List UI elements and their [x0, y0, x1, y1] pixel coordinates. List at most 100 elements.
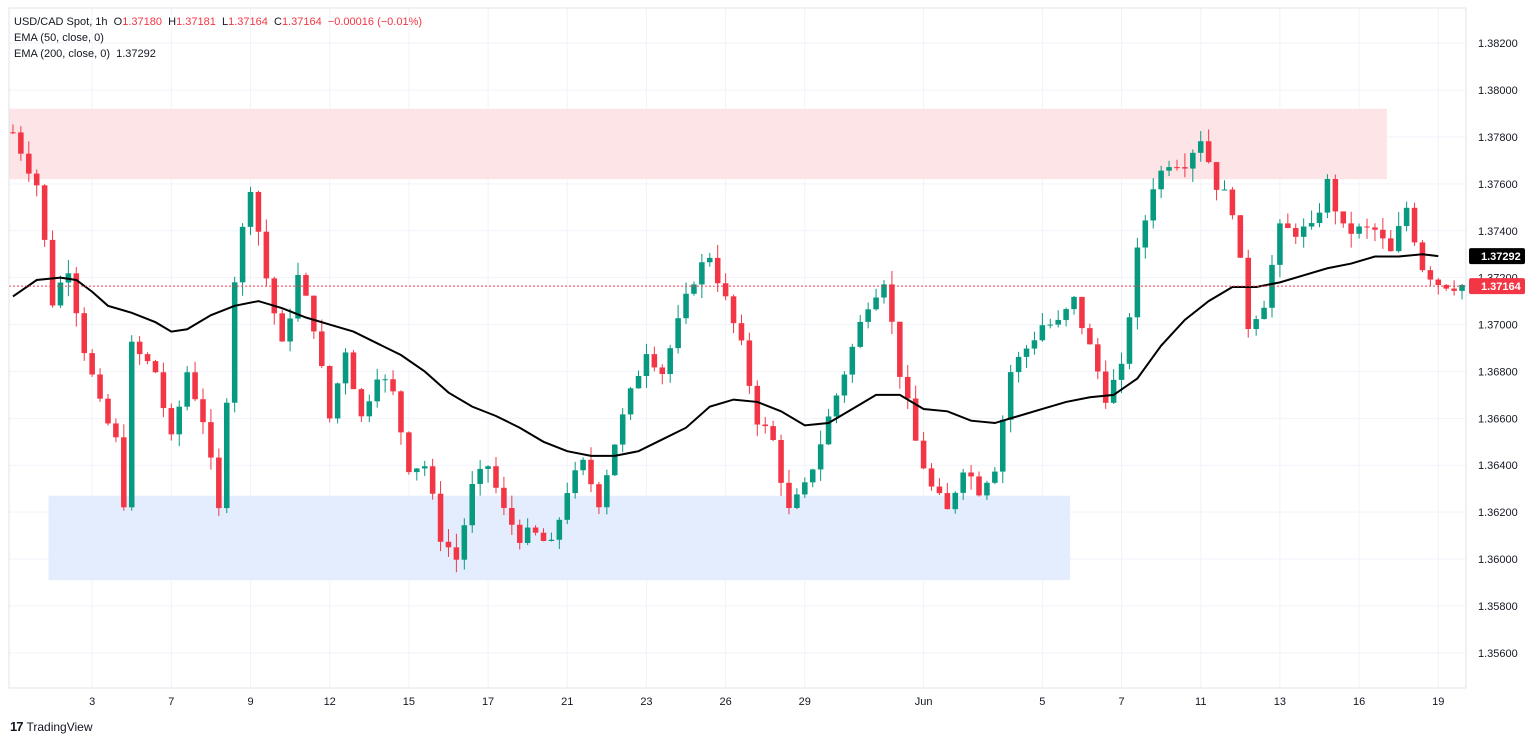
candle-body: [730, 296, 737, 324]
candle-body: [366, 401, 373, 417]
candle-body: [1253, 319, 1259, 330]
y-tick-label: 1.37000: [1478, 320, 1518, 332]
candle-body: [580, 459, 586, 471]
candle-body: [216, 457, 222, 509]
candle-body: [97, 374, 103, 399]
candle-body: [390, 379, 396, 392]
candle-body: [1158, 170, 1164, 190]
candle-body: [319, 331, 325, 367]
candle-body: [1221, 189, 1228, 191]
candle-body: [968, 472, 974, 477]
candle-body: [1039, 325, 1046, 341]
candle-body: [1031, 340, 1038, 349]
tradingview-logo[interactable]: 17 TradingView: [10, 719, 93, 734]
x-tick-label: 3: [89, 696, 95, 708]
candle-body: [263, 231, 270, 279]
candle-body: [904, 376, 911, 399]
candle-body: [1142, 220, 1149, 248]
candle-body: [604, 475, 610, 508]
y-tick-label: 1.37600: [1478, 179, 1518, 191]
candle-body: [1095, 344, 1101, 372]
candle-body: [113, 423, 119, 438]
candle-body: [437, 493, 444, 542]
candle-body: [89, 353, 95, 375]
candle-body: [1364, 226, 1370, 228]
y-tick-label: 1.35600: [1478, 648, 1518, 660]
price-label-text: 1.37292: [1481, 251, 1521, 263]
candle-body: [406, 432, 412, 473]
candle-body: [556, 519, 563, 540]
candle-body: [1229, 189, 1236, 216]
candle-body: [461, 525, 468, 560]
plot-frame: [8, 7, 1467, 689]
candle-body: [311, 295, 317, 332]
candle-body: [152, 361, 159, 373]
x-tick-label: 21: [561, 696, 573, 708]
candle-body: [1166, 167, 1172, 171]
candle-body: [1079, 296, 1085, 329]
x-tick-label: 9: [247, 696, 253, 708]
candle-body: [239, 226, 246, 283]
candle-body: [897, 321, 903, 377]
candle-body: [208, 422, 214, 458]
candle-body: [873, 297, 879, 310]
candle-body: [1087, 328, 1093, 345]
candle-body: [453, 547, 460, 560]
candle-body: [881, 284, 887, 298]
candle-body: [976, 476, 982, 496]
candle-body: [1174, 167, 1180, 169]
candle-body: [255, 191, 262, 232]
candle-body: [326, 366, 333, 419]
candle-body: [524, 527, 531, 543]
y-tick-label: 1.36200: [1478, 507, 1518, 519]
chart-legend: USD/CAD Spot, 1h O1.37180 H1.37181 L1.37…: [14, 14, 422, 62]
candle-body: [841, 374, 848, 396]
candle-body: [1340, 211, 1347, 224]
price-label-text: 1.37164: [1481, 281, 1522, 293]
x-tick-label: Jun: [915, 696, 933, 708]
candle-body: [1110, 379, 1117, 403]
candle-body: [619, 414, 626, 445]
candle-body: [73, 273, 80, 314]
ema200-label: EMA (200, close, 0): [14, 48, 110, 60]
candle-body: [1380, 229, 1386, 239]
candle-body: [588, 459, 594, 485]
change-value: −0.00016 (−0.01%): [327, 16, 423, 28]
candle-body: [833, 395, 840, 417]
candle-body: [564, 493, 571, 520]
candle-body: [1015, 356, 1022, 373]
y-tick-label: 1.36000: [1478, 554, 1518, 566]
high-value: 1.37181: [176, 16, 216, 28]
candle-body: [786, 482, 792, 508]
price-label-box: [1469, 278, 1525, 295]
candle-body: [699, 262, 705, 285]
candle-body: [1411, 207, 1418, 243]
candle-body: [247, 191, 254, 227]
candle-body: [168, 408, 175, 435]
candle-body: [809, 469, 816, 483]
candle-body: [1150, 189, 1156, 221]
candle-body: [1324, 178, 1331, 213]
y-tick-label: 1.36600: [1478, 413, 1518, 425]
candle-body: [1403, 207, 1410, 227]
candle-body: [1356, 226, 1362, 234]
ema50-label: EMA (50, close, 0): [14, 32, 104, 44]
x-tick-label: 19: [1432, 696, 1444, 708]
candle-body: [493, 466, 499, 488]
tradingview-logo-text: TradingView: [26, 719, 93, 734]
candle-body: [802, 482, 808, 495]
candle-body: [683, 293, 689, 319]
y-tick-label: 1.36800: [1478, 366, 1518, 378]
open-value: 1.37180: [122, 16, 162, 28]
candle-body: [1071, 296, 1077, 310]
candle-body: [1443, 284, 1449, 289]
candle-body: [1277, 223, 1283, 265]
candle-body: [659, 367, 666, 374]
candle-body: [825, 416, 832, 445]
candle-body: [691, 284, 697, 294]
candle-body: [477, 468, 483, 484]
candle-body: [817, 444, 824, 470]
candle-body: [509, 508, 515, 525]
open-label: O: [113, 16, 123, 28]
